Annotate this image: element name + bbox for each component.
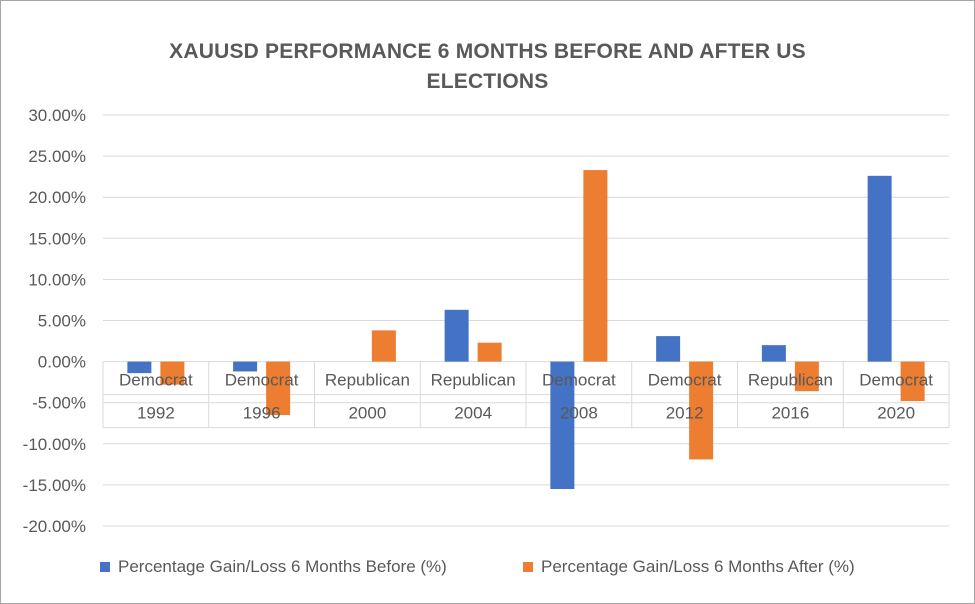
y-tick-label: 10.00% xyxy=(28,270,86,289)
category-party-label: Democrat xyxy=(859,371,933,390)
category-party-label: Republican xyxy=(748,371,833,390)
category-party-label: Democrat xyxy=(648,371,722,390)
bar-before-2004 xyxy=(444,309,469,362)
category-year-label: 2020 xyxy=(877,404,915,423)
bar-after-2004 xyxy=(477,342,502,362)
category-year-label: 1992 xyxy=(137,404,175,423)
bar-after-1992 xyxy=(160,361,185,385)
bar-before-2016 xyxy=(761,345,786,362)
bar-after-1996 xyxy=(266,361,291,416)
category-party-label: Democrat xyxy=(225,371,299,390)
legend-label-after: Percentage Gain/Loss 6 Months After (%) xyxy=(541,557,855,576)
y-tick-label: -15.00% xyxy=(23,476,86,495)
legend: Percentage Gain/Loss 6 Months Before (%)… xyxy=(1,557,974,585)
y-tick-label: -10.00% xyxy=(23,435,86,454)
legend-item-after: Percentage Gain/Loss 6 Months After (%) xyxy=(523,557,855,577)
y-tick-label: -5.00% xyxy=(32,394,86,413)
category-year-label: 2000 xyxy=(348,404,386,423)
category-party-label: Democrat xyxy=(119,371,193,390)
y-tick-label: 0.00% xyxy=(38,353,86,372)
bar-after-2016 xyxy=(794,361,819,392)
legend-item-before: Percentage Gain/Loss 6 Months Before (%) xyxy=(100,557,447,577)
bar-after-2000 xyxy=(371,330,396,362)
bar-after-2008 xyxy=(583,170,608,362)
category-year-label: 2016 xyxy=(771,404,809,423)
y-tick-label: 25.00% xyxy=(28,147,86,166)
category-party-label: Republican xyxy=(431,371,516,390)
legend-swatch-after xyxy=(523,562,533,572)
y-tick-label: -20.00% xyxy=(23,517,86,536)
bar-after-2012 xyxy=(689,361,714,460)
chart-title: XAUUSD PERFORMANCE 6 MONTHS BEFORE AND A… xyxy=(1,37,974,97)
plot-area: 30.00% 25.00% 20.00% 15.00% 10.00% 5.00% 0.00%… xyxy=(23,106,950,536)
legend-swatch-before xyxy=(100,562,110,572)
bar-before-2008 xyxy=(550,361,575,490)
bar-before-2012 xyxy=(656,336,681,362)
category-party-label: Republican xyxy=(325,371,410,390)
y-tick-label: 30.00% xyxy=(28,106,86,125)
bar-after-2020 xyxy=(900,361,925,402)
chart-title-line-2: ELECTIONS xyxy=(426,70,549,93)
bar-before-1996 xyxy=(233,361,258,372)
y-tick-label: 5.00% xyxy=(38,312,86,331)
category-year-label: 2012 xyxy=(666,404,704,423)
bar-before-1992 xyxy=(127,361,152,374)
category-year-label: 1996 xyxy=(243,404,281,423)
legend-label-before: Percentage Gain/Loss 6 Months Before (%) xyxy=(118,557,447,576)
bar-before-2020 xyxy=(867,175,892,362)
chart-title-line-1: XAUUSD PERFORMANCE 6 MONTHS BEFORE AND A… xyxy=(169,40,806,63)
category-party-label: Democrat xyxy=(542,371,616,390)
category-year-label: 2004 xyxy=(454,404,492,423)
y-tick-label: 15.00% xyxy=(28,229,86,248)
y-tick-label: 20.00% xyxy=(28,188,86,207)
category-year-label: 2008 xyxy=(560,404,598,423)
